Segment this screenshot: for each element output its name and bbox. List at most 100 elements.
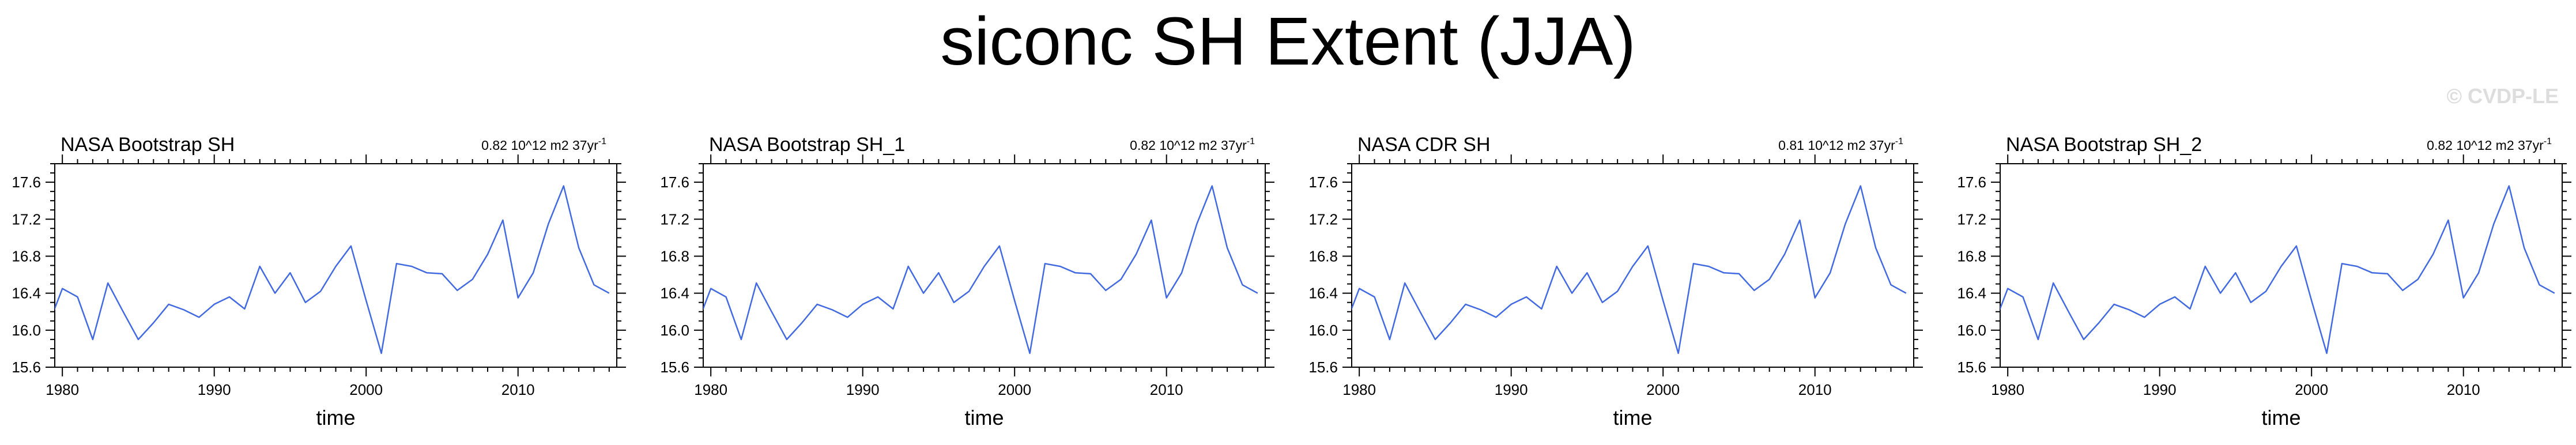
- data-point: [1662, 299, 1664, 301]
- data-point: [2022, 296, 2024, 298]
- panel-title: NASA Bootstrap SH_2: [2006, 134, 2202, 156]
- data-point: [1632, 265, 1634, 267]
- data-point: [1241, 284, 1243, 286]
- x-tick-label: 2000: [2295, 381, 2328, 398]
- data-point: [380, 352, 383, 355]
- data-point: [1089, 273, 1092, 275]
- data-point: [243, 308, 246, 310]
- trend-annotation: 0.82 10^12 m2 37yr-1: [481, 137, 606, 153]
- y-tick-label: 17.6: [1957, 174, 1986, 191]
- data-point: [1029, 352, 1031, 355]
- data-point: [122, 311, 125, 313]
- data-point: [319, 290, 322, 292]
- y-tick-label: 17.2: [1308, 210, 1338, 228]
- data-point: [1905, 292, 1907, 295]
- x-tick-label: 2000: [1646, 381, 1680, 398]
- trend-annotation: 0.81 10^12 m2 37yr-1: [1778, 137, 1903, 153]
- data-point: [1875, 247, 1877, 249]
- data-point: [953, 301, 955, 304]
- data-point: [1829, 271, 1831, 274]
- data-point: [2356, 265, 2358, 267]
- data-point: [213, 303, 216, 306]
- trend-annotation: 0.82 10^12 m2 37yr-1: [1130, 137, 1255, 153]
- data-point: [2113, 303, 2115, 306]
- data-point: [2128, 309, 2130, 311]
- data-point: [1226, 247, 1228, 249]
- y-tick-label: 17.6: [660, 174, 689, 191]
- x-tick-label: 2010: [1798, 381, 1832, 398]
- panel-title: NASA Bootstrap SH: [61, 134, 235, 156]
- data-point: [395, 262, 398, 265]
- data-point: [2492, 223, 2495, 225]
- data-point: [1404, 282, 1406, 284]
- data-point: [2037, 338, 2039, 341]
- data-point: [2477, 271, 2480, 274]
- chart-panel-4: NASA Bootstrap SH_2 0.82 10^12 m2 37yr-1 1…: [1957, 134, 2571, 429]
- trend-annotation-text: 0.81 10^12 m2 37yr: [1778, 138, 1895, 153]
- y-tick-label: 16.0: [1308, 322, 1338, 339]
- data-point: [563, 185, 565, 187]
- data-point: [1013, 299, 1016, 301]
- data-point: [1647, 245, 1649, 247]
- series-line: [2000, 185, 2555, 355]
- data-point: [2083, 338, 2085, 341]
- data-point: [1540, 308, 1542, 310]
- x-tick-label: 1980: [46, 381, 79, 398]
- data-point: [289, 271, 291, 274]
- y-tick-label: 15.6: [12, 359, 41, 376]
- x-tick-label: 2010: [2447, 381, 2480, 398]
- data-point: [877, 296, 879, 298]
- data-point: [2432, 253, 2434, 255]
- data-point: [441, 273, 443, 275]
- chart-panel-2: NASA Bootstrap SH_1 0.82 10^12 m2 37yr-1 1…: [660, 134, 1274, 429]
- trend-annotation-text: 0.82 10^12 m2 37yr: [1130, 138, 1247, 153]
- data-point: [1677, 352, 1680, 355]
- data-point: [1692, 262, 1695, 265]
- data-point: [2523, 247, 2525, 249]
- data-point: [1723, 271, 1725, 274]
- x-tick-label: 2000: [998, 381, 1031, 398]
- data-point: [501, 219, 504, 221]
- data-point: [1211, 185, 1213, 187]
- data-point: [892, 308, 894, 310]
- data-point: [2341, 262, 2343, 265]
- data-point: [922, 292, 925, 295]
- trend-annotation-exponent: -1: [2544, 137, 2552, 146]
- data-point: [2386, 273, 2389, 275]
- data-point: [1586, 271, 1588, 274]
- y-tick-label: 16.0: [12, 322, 41, 339]
- watermark: © CVDP-LE: [2446, 84, 2559, 108]
- data-point: [547, 223, 549, 225]
- data-point: [2508, 185, 2510, 187]
- data-point: [2371, 271, 2374, 274]
- data-point: [771, 311, 773, 313]
- data-point: [2462, 297, 2465, 299]
- data-point: [1783, 253, 1786, 255]
- x-tick-label: 1980: [694, 381, 727, 398]
- data-point: [1104, 289, 1107, 292]
- data-point: [472, 278, 474, 281]
- data-point: [1180, 271, 1183, 274]
- y-tick-label: 16.4: [12, 285, 41, 302]
- figure-title: siconc SH Extent (JJA): [940, 3, 1636, 80]
- data-point: [1616, 290, 1619, 292]
- data-point: [2189, 308, 2191, 310]
- data-point: [1480, 309, 1482, 311]
- data-point: [2417, 278, 2419, 281]
- data-point: [92, 338, 94, 341]
- data-point: [831, 309, 833, 311]
- x-axis-label: time: [964, 406, 1004, 429]
- data-point: [137, 338, 139, 341]
- data-point: [2068, 311, 2070, 313]
- x-tick-label: 2010: [501, 381, 535, 398]
- x-axis-label: time: [2261, 406, 2300, 429]
- data-point: [907, 265, 910, 267]
- y-tick-label: 16.8: [1308, 247, 1338, 265]
- y-tick-label: 17.2: [12, 210, 41, 228]
- data-point: [1525, 296, 1528, 298]
- data-point: [1389, 338, 1391, 341]
- data-point: [274, 292, 276, 295]
- data-point: [1571, 292, 1573, 295]
- data-point: [2280, 265, 2283, 267]
- data-point: [1074, 271, 1077, 274]
